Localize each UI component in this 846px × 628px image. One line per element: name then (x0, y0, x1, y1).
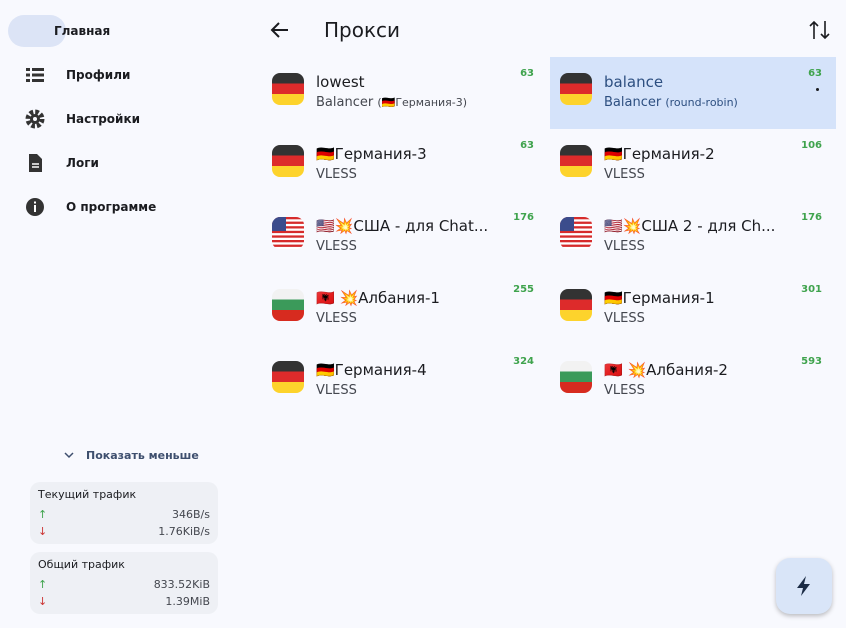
proxy-item[interactable]: lowest Balancer (🇩🇪Германия-3) 63 (262, 57, 548, 129)
selected-dot (816, 88, 819, 91)
nav-icon (26, 198, 44, 216)
flag-icon (272, 217, 304, 249)
flag-icon (272, 73, 304, 105)
proxy-name: 🇦🇱 💥Албания-1 (316, 289, 440, 307)
proxy-delay: 63 (520, 68, 534, 79)
proxy-delay: 593 (801, 356, 822, 367)
flag-icon (560, 145, 592, 177)
flag-icon (272, 361, 304, 393)
nav-icon (26, 68, 44, 82)
proxy-name: balance (604, 73, 664, 91)
proxy-type-label: VLESS (604, 311, 645, 326)
proxy-type-label: VLESS (316, 239, 357, 254)
sidebar: Главная Профили Настройки Логи О программе (0, 0, 250, 628)
proxy-name: 🇩🇪Германия-1 (604, 289, 715, 307)
back-button[interactable] (270, 20, 290, 40)
proxy-item[interactable]: 🇩🇪Германия-2 VLESS 106 (550, 129, 836, 201)
proxy-name: lowest (316, 73, 365, 91)
proxy-type: VLESS (316, 383, 357, 398)
show-less-label: Показать меньше (86, 448, 199, 462)
page-title: Прокси (324, 18, 401, 42)
proxy-type: Balancer (round-robin) (604, 95, 738, 110)
down: 1.76KiB/s (158, 525, 210, 538)
proxy-type-label: VLESS (604, 167, 645, 182)
proxy-delay: 301 (801, 284, 822, 295)
proxy-detail: (🇩🇪Германия-3) (377, 96, 468, 109)
proxy-delay: 176 (801, 212, 822, 223)
proxy-type-label: VLESS (604, 239, 645, 254)
proxy-name: 🇩🇪Германия-4 (316, 361, 427, 379)
proxy-delay: 63 (520, 140, 534, 151)
proxy-item[interactable]: 🇺🇸💥США 2 - для Ch... VLESS 176 (550, 201, 836, 273)
nav-label: О программе (66, 200, 157, 214)
proxy-type: VLESS (604, 167, 645, 182)
proxy-detail: (round-robin) (665, 96, 738, 109)
show-less[interactable]: Показать меньше (62, 448, 199, 462)
proxy-type: VLESS (316, 239, 357, 254)
nav-icon (29, 154, 42, 172)
flag-icon (272, 289, 304, 321)
proxy-type: VLESS (604, 383, 645, 398)
nav-item[interactable]: Профили (8, 59, 238, 91)
proxy-delay: 255 (513, 284, 534, 295)
proxy-delay: 63 (808, 68, 822, 79)
proxy-type: VLESS (604, 311, 645, 326)
nav-icon (25, 109, 45, 129)
proxy-item[interactable]: 🇩🇪Германия-3 VLESS 63 (262, 129, 548, 201)
flag-icon (560, 361, 592, 393)
proxy-item[interactable]: balance Balancer (round-robin) 63 (550, 57, 836, 129)
proxy-type-label: Balancer (316, 95, 374, 110)
traffic-card: Текущий трафик ↑ 346B/s ↓ 1.76KiB/s (30, 482, 218, 544)
proxy-item[interactable]: 🇺🇸💥США - для Chat... VLESS 176 (262, 201, 548, 273)
nav-label: Профили (66, 68, 131, 82)
flag-icon (272, 145, 304, 177)
proxy-type-label: VLESS (604, 383, 645, 398)
proxy-type-label: VLESS (316, 167, 357, 182)
proxy-delay: 176 (513, 212, 534, 223)
proxy-type-label: VLESS (316, 311, 357, 326)
proxy-type: Balancer (🇩🇪Германия-3) (316, 95, 467, 110)
card-title: Общий трафик (38, 558, 125, 571)
nav-item[interactable]: О программе (8, 191, 238, 223)
nav-item[interactable]: Логи (8, 147, 238, 179)
proxy-delay: 324 (513, 356, 534, 367)
proxy-type: VLESS (316, 167, 357, 182)
up: 346B/s (172, 508, 210, 521)
flag-icon (560, 217, 592, 249)
sort-button[interactable] (808, 19, 832, 41)
nav-item[interactable]: Настройки (8, 103, 238, 135)
proxy-type: VLESS (316, 311, 357, 326)
proxy-item[interactable]: 🇩🇪Германия-1 VLESS 301 (550, 273, 836, 345)
up: 833.52KiB (153, 578, 210, 591)
proxy-item[interactable]: 🇩🇪Германия-4 VLESS 324 (262, 345, 548, 417)
proxy-name: 🇩🇪Германия-2 (604, 145, 715, 163)
proxy-item[interactable]: 🇦🇱 💥Албания-1 VLESS 255 (262, 273, 548, 345)
proxy-type: VLESS (604, 239, 645, 254)
proxy-type-label: Balancer (604, 95, 662, 110)
proxy-delay: 106 (801, 140, 822, 151)
connect-button[interactable] (776, 558, 832, 614)
flag-icon (560, 73, 592, 105)
flag-icon (560, 289, 592, 321)
proxy-type-label: VLESS (316, 383, 357, 398)
nav-label: Настройки (66, 112, 141, 126)
card-title: Текущий трафик (38, 488, 137, 501)
down: 1.39MiB (165, 595, 210, 608)
nav-label: Главная (54, 24, 111, 38)
proxy-name: 🇩🇪Германия-3 (316, 145, 427, 163)
proxy-name: 🇦🇱 💥Албания-2 (604, 361, 728, 379)
proxy-name: 🇺🇸💥США - для Chat... (316, 217, 489, 235)
proxy-item[interactable]: 🇦🇱 💥Албания-2 VLESS 593 (550, 345, 836, 417)
traffic-card: Общий трафик ↑ 833.52KiB ↓ 1.39MiB (30, 552, 218, 614)
nav-item[interactable]: Главная (8, 15, 110, 47)
nav-label: Логи (66, 156, 99, 170)
proxy-name: 🇺🇸💥США 2 - для Ch... (604, 217, 776, 235)
